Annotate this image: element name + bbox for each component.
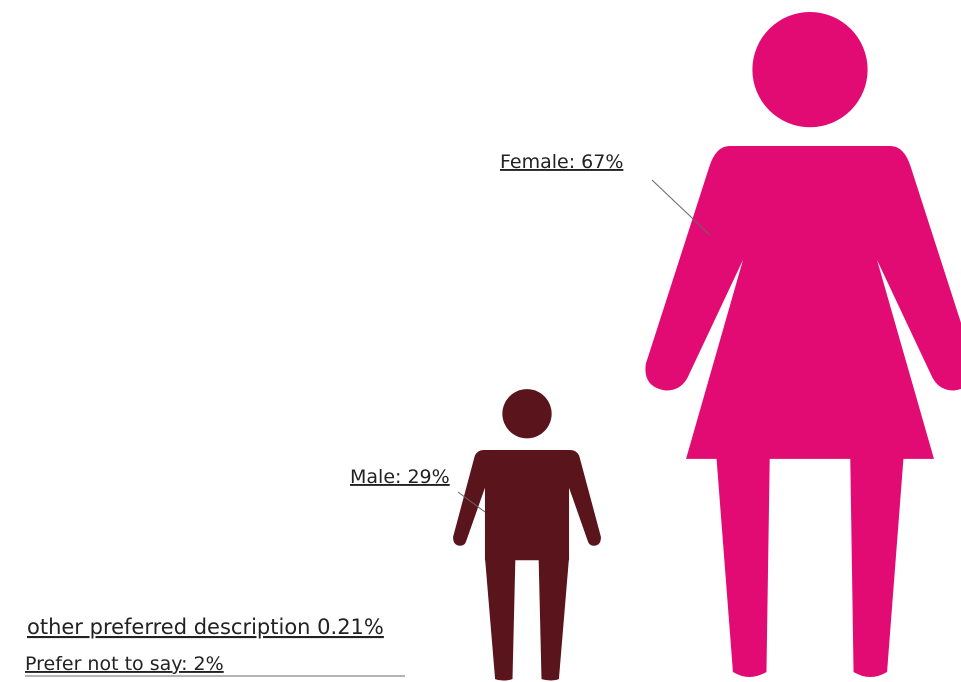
figure-female (645, 12, 961, 677)
head (752, 12, 868, 128)
value-label: Prefer not to say: 2% (25, 653, 224, 675)
leg (850, 454, 904, 677)
leader-line (457, 491, 486, 513)
body (453, 450, 601, 561)
figure-male (453, 389, 601, 681)
leg (538, 557, 570, 681)
value-label: other preferred description 0.21% (27, 615, 384, 639)
leg (484, 557, 516, 681)
head (502, 389, 552, 439)
leader-line (651, 179, 711, 236)
value-label: Female: 67% (500, 151, 623, 173)
value-label: Male: 29% (350, 466, 450, 488)
leg (716, 454, 770, 677)
body (645, 146, 961, 459)
